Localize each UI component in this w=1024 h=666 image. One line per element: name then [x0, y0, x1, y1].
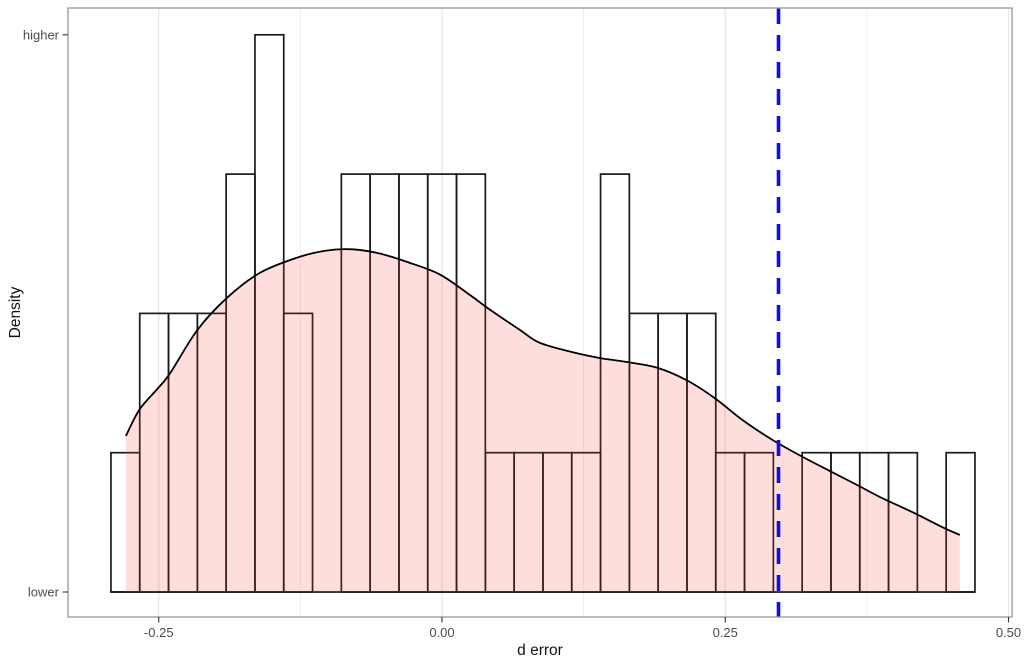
histogram-bar: [945, 451, 976, 593]
x-axis-title: d error: [517, 642, 563, 659]
density-area: [125, 249, 960, 592]
density-area-layer: [125, 249, 960, 592]
density-curve: [125, 248, 961, 536]
x-tick-label: 0.00: [429, 625, 454, 640]
histogram-bar: [887, 451, 919, 593]
axis-ticks: [62, 34, 1010, 623]
x-tick-label: -0.25: [144, 625, 174, 640]
histogram-bar: [455, 173, 487, 593]
histogram-bar: [743, 451, 775, 593]
y-tick-label-lower: lower: [28, 585, 60, 600]
gridlines: [158, 8, 1010, 617]
y-tick-label-higher: higher: [23, 27, 60, 42]
x-tick-labels: -0.25 0.00 0.25 0.50: [144, 625, 1021, 640]
histogram-layer: [110, 33, 976, 593]
histogram-bar: [282, 312, 314, 593]
y-axis-title: Density: [7, 286, 24, 338]
x-tick-label: 0.25: [713, 625, 738, 640]
x-tick-label: 0.50: [996, 625, 1021, 640]
panel-border: [67, 7, 1013, 618]
